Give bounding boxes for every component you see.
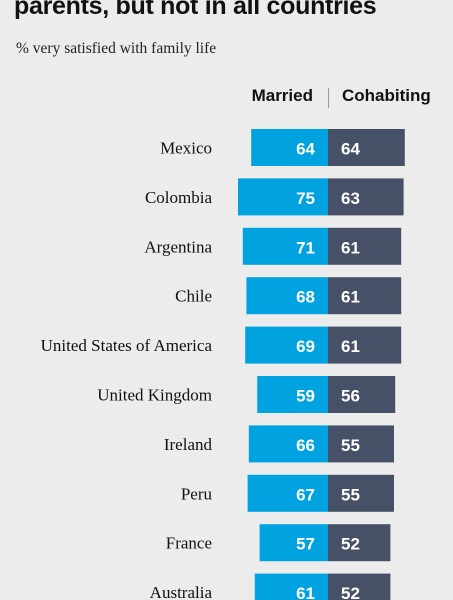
bar-married — [242, 227, 328, 265]
category-label: Australia — [150, 583, 213, 600]
category-label: Chile — [175, 287, 212, 306]
bar-married — [257, 376, 328, 413]
value-label-married: 64 — [296, 140, 315, 159]
category-label: Peru — [181, 484, 213, 503]
bar-married — [254, 573, 328, 600]
bar-cohabiting — [328, 425, 394, 463]
bar-cohabiting — [328, 277, 402, 315]
category-label: Colombia — [145, 188, 213, 207]
value-label-married: 71 — [296, 238, 315, 257]
category-label: France — [166, 534, 212, 553]
value-label-married: 59 — [296, 387, 315, 406]
value-label-cohabiting: 61 — [341, 238, 360, 257]
value-label-cohabiting: 64 — [341, 140, 360, 159]
bar-married — [259, 524, 328, 562]
value-label-married: 68 — [296, 288, 315, 307]
category-label: Ireland — [164, 435, 213, 454]
bar-married — [246, 277, 328, 315]
value-label-married: 57 — [296, 535, 315, 554]
value-label-cohabiting: 55 — [341, 436, 360, 455]
category-label: United States of America — [41, 336, 213, 355]
value-label-cohabiting: 61 — [341, 337, 360, 356]
bar-married — [238, 178, 328, 216]
bar-cohabiting — [328, 524, 391, 562]
bar-cohabiting — [328, 573, 391, 600]
value-label-cohabiting: 61 — [341, 288, 360, 307]
legend-divider — [328, 88, 329, 108]
value-label-married: 66 — [296, 436, 315, 455]
bar-cohabiting — [328, 326, 402, 364]
legend-cohabiting: Cohabiting — [342, 86, 431, 105]
value-label-married: 61 — [296, 584, 315, 600]
value-label-cohabiting: 52 — [341, 584, 360, 600]
value-label-cohabiting: 63 — [341, 189, 360, 208]
bar-married — [248, 425, 328, 463]
bar-cohabiting — [328, 227, 402, 265]
bar-married — [251, 129, 328, 166]
bar-married — [247, 474, 328, 512]
value-label-cohabiting: 52 — [341, 535, 360, 554]
chart-subtitle: % very satisfied with family life — [16, 40, 217, 57]
bar-married — [245, 326, 328, 364]
bar-cohabiting — [328, 129, 405, 166]
bar-cohabiting — [328, 376, 396, 413]
category-label: United Kingdom — [97, 386, 212, 405]
value-label-married: 75 — [296, 189, 315, 208]
category-label: Argentina — [144, 237, 212, 256]
value-label-cohabiting: 56 — [341, 387, 360, 406]
value-label-married: 67 — [296, 485, 315, 504]
category-label: Mexico — [160, 139, 212, 158]
value-label-married: 69 — [296, 337, 315, 356]
chart-title: parents, but not in all countries — [14, 0, 377, 20]
legend-married: Married — [251, 86, 313, 105]
bar-cohabiting — [328, 178, 404, 216]
value-label-cohabiting: 55 — [341, 485, 360, 504]
bar-cohabiting — [328, 474, 394, 512]
